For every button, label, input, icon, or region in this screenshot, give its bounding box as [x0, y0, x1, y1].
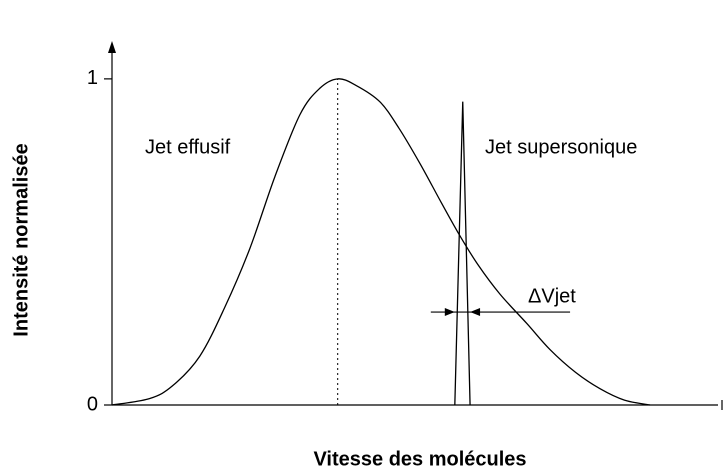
y-tick-label: 1 — [87, 67, 98, 89]
delta-arrow — [444, 308, 455, 317]
y-axis-label: Intensité normalisée — [10, 143, 32, 336]
annotation-label: ΔVjet — [528, 285, 576, 307]
series-line — [111, 78, 651, 406]
x-axis-label: Vitesse des molécules — [313, 448, 526, 470]
y-axis-arrow — [108, 41, 116, 53]
series-line — [454, 101, 471, 406]
delta-arrow — [470, 308, 481, 317]
y-tick-label: 0 — [87, 393, 98, 415]
series-label: Jet effusif — [145, 136, 231, 158]
series-label: Jet supersonique — [485, 136, 637, 158]
